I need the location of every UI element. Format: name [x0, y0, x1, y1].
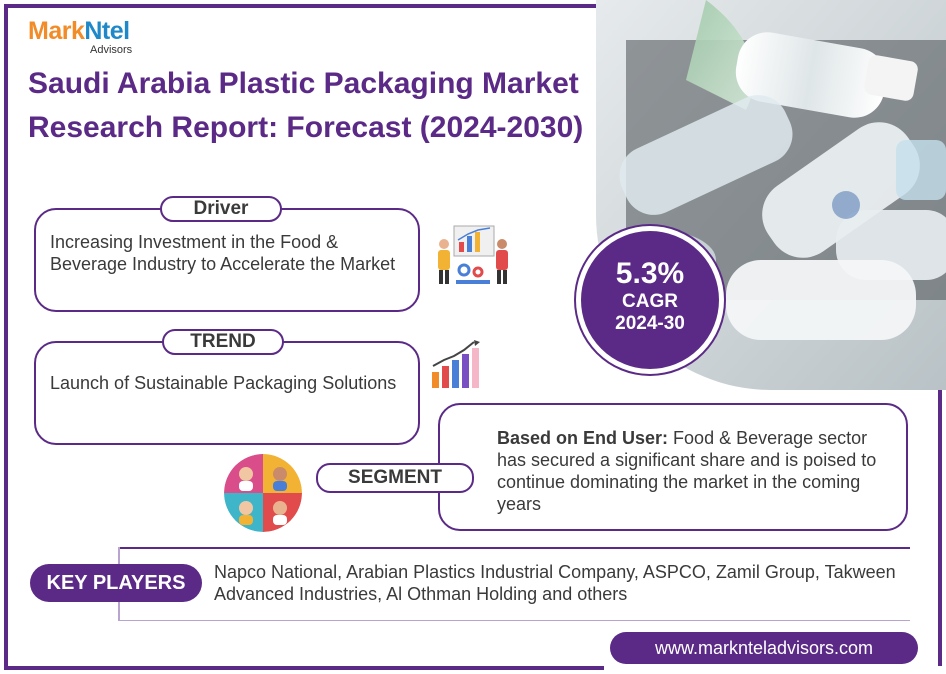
segment-label: SEGMENT	[316, 463, 474, 493]
key-players-label: KEY PLAYERS	[30, 564, 202, 602]
trend-label: TREND	[162, 329, 284, 355]
frame-right-border	[938, 390, 942, 666]
logo-mark: Mark	[28, 17, 85, 45]
segment-body: Food & Beverage sector has secured a sig…	[497, 428, 877, 514]
trend-text: Launch of Sustainable Packaging Solution…	[50, 373, 397, 393]
cagr-period: 2024-30	[615, 313, 685, 334]
driver-label: Driver	[160, 196, 282, 222]
marknetel-logo: MarkNtel Advisors	[28, 18, 132, 56]
segment-card	[438, 403, 908, 531]
segment-lead: Based on End User:	[497, 428, 669, 448]
people-segments-icon	[224, 454, 302, 532]
business-meeting-icon	[432, 222, 514, 288]
cagr-value: 5.3%	[615, 257, 685, 290]
frame-bottom-border	[4, 666, 604, 670]
key-players-bottom-rule	[118, 620, 910, 621]
key-players-top-rule	[118, 547, 910, 549]
cagr-badge: 5.3% CAGR 2024-30	[576, 226, 724, 374]
segment-text: Based on End User: Food & Beverage secto…	[497, 427, 897, 515]
key-players-text: Napco National, Arabian Plastics Industr…	[214, 562, 896, 604]
frame-top-border	[4, 4, 704, 8]
logo-advisors: Advisors	[90, 44, 133, 56]
cagr-label: CAGR	[622, 291, 678, 312]
trend-card	[34, 341, 420, 445]
driver-text: Increasing Investment in the Food & Beve…	[50, 232, 396, 274]
website-link[interactable]: www.marknteladvisors.com	[610, 632, 918, 664]
growth-chart-icon	[430, 340, 482, 390]
logo-ntel: Ntel	[84, 17, 130, 45]
frame-left-border	[4, 4, 8, 670]
report-title: Saudi Arabia Plastic Packaging Market Re…	[28, 67, 584, 144]
